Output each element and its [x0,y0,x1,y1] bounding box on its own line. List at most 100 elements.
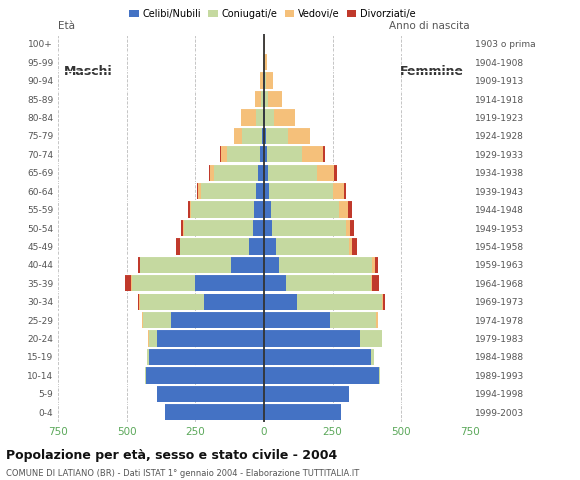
Bar [157,330,264,347]
Bar [268,91,282,107]
Bar [211,165,215,181]
Bar [265,109,274,126]
Bar [198,183,201,199]
Bar [157,386,264,402]
Bar [382,294,383,310]
Bar [271,202,339,218]
Bar [350,220,354,236]
Bar [125,275,130,291]
Bar [260,72,263,89]
Bar [266,72,273,89]
Bar [254,202,264,218]
Bar [264,330,360,347]
Bar [148,349,264,365]
Bar [264,294,297,310]
Bar [180,238,249,254]
Legend: Celibi/Nubili, Coniugati/e, Vedovi/e, Divorziati/e: Celibi/Nubili, Coniugati/e, Vedovi/e, Di… [125,5,420,23]
Bar [330,312,376,328]
Bar [264,312,330,328]
Bar [371,349,374,365]
Bar [264,257,279,273]
Bar [372,257,375,273]
Bar [261,91,263,107]
Bar [264,91,265,107]
Bar [351,238,357,254]
Bar [264,238,276,254]
Bar [132,275,195,291]
Bar [253,220,264,236]
Bar [360,330,382,347]
Bar [260,146,264,162]
Bar [148,330,157,347]
Bar [137,257,140,273]
Bar [227,146,260,162]
Bar [286,275,371,291]
Bar [288,128,310,144]
Bar [263,109,264,126]
Bar [184,220,253,236]
Bar [209,165,211,181]
Bar [231,257,264,273]
Bar [201,183,256,199]
Bar [264,109,265,126]
Bar [130,275,132,291]
Bar [234,128,242,144]
Bar [334,165,336,181]
Bar [171,312,264,328]
Bar [276,238,349,254]
Bar [264,202,271,218]
Bar [255,91,261,107]
Bar [274,109,295,126]
Bar [272,220,346,236]
Bar [139,294,140,310]
Bar [140,294,204,310]
Bar [332,183,343,199]
Text: Anno di nascita: Anno di nascita [389,21,470,31]
Bar [187,202,190,218]
Bar [137,294,139,310]
Bar [242,128,262,144]
Bar [279,257,372,273]
Bar [264,367,379,384]
Bar [146,367,264,384]
Bar [259,165,264,181]
Bar [267,146,302,162]
Bar [383,294,385,310]
Bar [346,220,350,236]
Bar [372,275,379,291]
Bar [143,312,171,328]
Bar [269,183,332,199]
Bar [339,202,347,218]
Bar [241,109,256,126]
Bar [190,202,191,218]
Bar [343,183,346,199]
Text: Età: Età [58,21,75,31]
Text: Maschi: Maschi [63,65,112,78]
Bar [249,238,264,254]
Bar [195,275,264,291]
Bar [268,165,317,181]
Bar [371,275,372,291]
Bar [264,128,266,144]
Bar [215,165,259,181]
Bar [176,238,180,254]
Bar [317,165,334,181]
Bar [349,238,351,254]
Bar [264,404,341,420]
Bar [165,404,264,420]
Bar [147,349,148,365]
Bar [302,146,323,162]
Bar [264,165,268,181]
Bar [264,183,269,199]
Bar [222,146,227,162]
Bar [256,183,264,199]
Bar [183,220,184,236]
Bar [264,146,267,162]
Text: Popolazione per età, sesso e stato civile - 2004: Popolazione per età, sesso e stato civil… [6,449,337,462]
Text: Femmine: Femmine [400,65,465,78]
Bar [264,275,286,291]
Bar [347,202,351,218]
Bar [266,128,288,144]
Bar [264,386,349,402]
Bar [264,220,272,236]
